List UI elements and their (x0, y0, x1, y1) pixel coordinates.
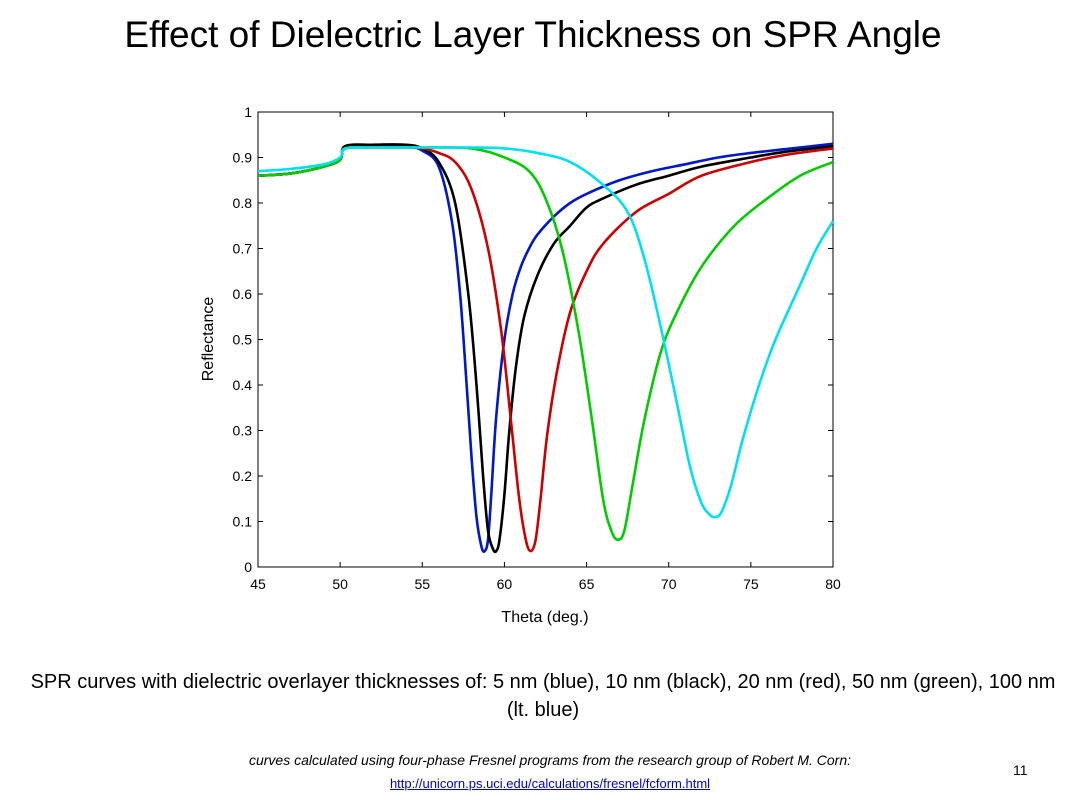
x-tick-label: 45 (250, 576, 266, 592)
source-link[interactable]: http://unicorn.ps.uci.edu/calculations/f… (389, 776, 711, 791)
x-tick-label: 60 (497, 576, 513, 592)
y-tick-label: 1 (244, 104, 252, 120)
x-tick-label: 65 (579, 576, 595, 592)
series-line-2 (257, 145, 834, 553)
chart-svg: 45 50 55 60 65 70 75 80 00.10.20.30.40.50.60.70… (200, 104, 841, 626)
slide-title: Effect of Dielectric Layer Thickness on … (124, 14, 942, 55)
y-tick-label: 0.3 (233, 423, 253, 439)
source-link-container: http://unicorn.ps.uci.edu/calculations/f… (200, 776, 900, 791)
series-line-4 (257, 146, 835, 519)
y-tick-label: 0 (244, 559, 252, 575)
y-tick-label: 0.6 (233, 286, 253, 302)
y-tick-label: 0.9 (233, 150, 253, 166)
plot-frame (257, 111, 834, 568)
x-tick-label: 50 (332, 576, 348, 592)
x-tick-label: 80 (825, 576, 841, 592)
x-tick-label: 75 (743, 576, 759, 592)
x-tick-label: 55 (414, 576, 430, 592)
figure-caption: SPR curves with dielectric overlayer thi… (30, 671, 1056, 721)
plot-lines (257, 142, 835, 554)
page-number: 11 (1013, 762, 1028, 778)
x-axis-label: Theta (deg.) (501, 609, 588, 626)
y-tick-label: 0.2 (233, 468, 253, 484)
spr-chart: 45 50 55 60 65 70 75 80 0 0.1 0.2 0.3 0.4 0.5 0.6 0.7 0… (180, 95, 860, 635)
y-tick-label: 0.7 (233, 241, 253, 257)
y-axis: 0 0.1 0.2 0.3 0.4 0.5 0.6 0.7 0.8 0.9 1 (233, 104, 833, 575)
y-tick-label: 0.1 (233, 514, 253, 530)
y-tick-label: 0.8 (233, 195, 253, 211)
credit-text: curves calculated using four-phase Fresn… (248, 752, 852, 768)
series-line-1 (257, 143, 834, 554)
y-tick-label: 0.4 (233, 377, 253, 393)
x-tick-label: 70 (661, 576, 677, 592)
series-line-3 (257, 145, 834, 541)
x-axis: 45 50 55 60 65 70 75 80 (250, 112, 841, 592)
y-axis-label: Reflectance (200, 297, 217, 382)
y-tick-label: 0.5 (233, 332, 253, 348)
series-line-0 (257, 142, 834, 553)
